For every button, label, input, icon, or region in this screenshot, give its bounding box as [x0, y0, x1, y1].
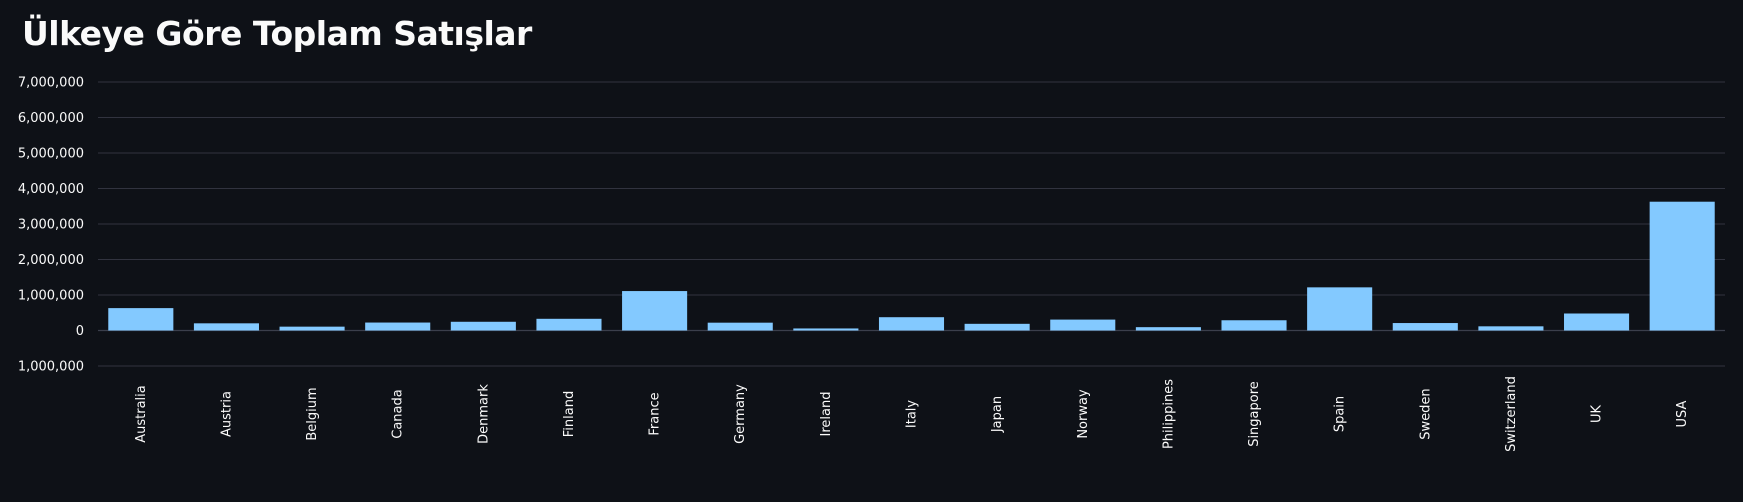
y-axis-ticks: 7,000,000 6,000,000 5,000,000 4,000,000 3,00…	[18, 76, 84, 375]
bar-finland[interactable]	[536, 318, 602, 331]
x-tick-label: Sweden	[1418, 388, 1433, 439]
x-tick-label: Singapore	[1247, 381, 1262, 447]
x-axis-ticks: Australia Austria Belgium Canada Denmark Finl…	[134, 376, 1690, 452]
bar-uk[interactable]	[1564, 313, 1630, 331]
x-tick-label: USA	[1675, 400, 1690, 427]
y-tick-label: 1,000,000	[18, 360, 84, 375]
x-tick-label: Austria	[219, 391, 234, 437]
y-tick-label: 7,000,000	[18, 76, 84, 91]
bar-norway[interactable]	[1050, 319, 1116, 331]
y-tick-label: 2,000,000	[18, 253, 84, 268]
bar-belgium[interactable]	[279, 326, 345, 331]
y-tick-label: 4,000,000	[18, 182, 84, 197]
bar-france[interactable]	[622, 291, 688, 331]
bar-ireland[interactable]	[793, 328, 859, 331]
x-tick-label: Denmark	[476, 384, 491, 444]
bar-canada[interactable]	[365, 322, 431, 331]
x-tick-label: Norway	[1076, 389, 1091, 439]
bar-singapore[interactable]	[1221, 320, 1287, 331]
x-tick-label: France	[648, 392, 663, 435]
bar-usa[interactable]	[1649, 201, 1715, 331]
x-tick-label: Australia	[134, 385, 149, 443]
page-title: Ülkeye Göre Toplam Satışlar	[22, 14, 532, 53]
bar-italy[interactable]	[878, 317, 945, 331]
bar-austria[interactable]	[193, 323, 259, 331]
y-tick-label: 3,000,000	[18, 218, 84, 233]
bar-denmark[interactable]	[450, 321, 516, 331]
x-tick-label: Finland	[562, 391, 577, 437]
bar-japan[interactable]	[964, 323, 1030, 331]
x-tick-label: Ireland	[819, 392, 834, 437]
y-tick-label: 6,000,000	[18, 111, 84, 126]
y-tick-label: 5,000,000	[18, 147, 84, 162]
y-tick-label: 0	[76, 324, 84, 339]
bar-philippines[interactable]	[1135, 327, 1201, 331]
bar-australia[interactable]	[108, 308, 174, 331]
chart-bars	[108, 201, 1715, 331]
x-tick-label: Switzerland	[1504, 376, 1519, 452]
x-tick-label: Philippines	[1161, 379, 1176, 449]
x-tick-label: UK	[1590, 405, 1605, 424]
x-tick-label: Belgium	[305, 387, 320, 440]
bar-switzerland[interactable]	[1478, 326, 1544, 331]
x-tick-label: Japan	[990, 396, 1005, 433]
x-tick-label: Canada	[391, 389, 406, 438]
y-tick-label: 1,000,000	[18, 289, 84, 304]
bar-germany[interactable]	[707, 322, 773, 331]
bar-sweden[interactable]	[1392, 323, 1458, 331]
x-tick-label: Germany	[733, 384, 748, 444]
bar-spain[interactable]	[1307, 287, 1373, 331]
x-tick-label: Italy	[905, 400, 920, 429]
x-tick-label: Spain	[1333, 396, 1348, 432]
